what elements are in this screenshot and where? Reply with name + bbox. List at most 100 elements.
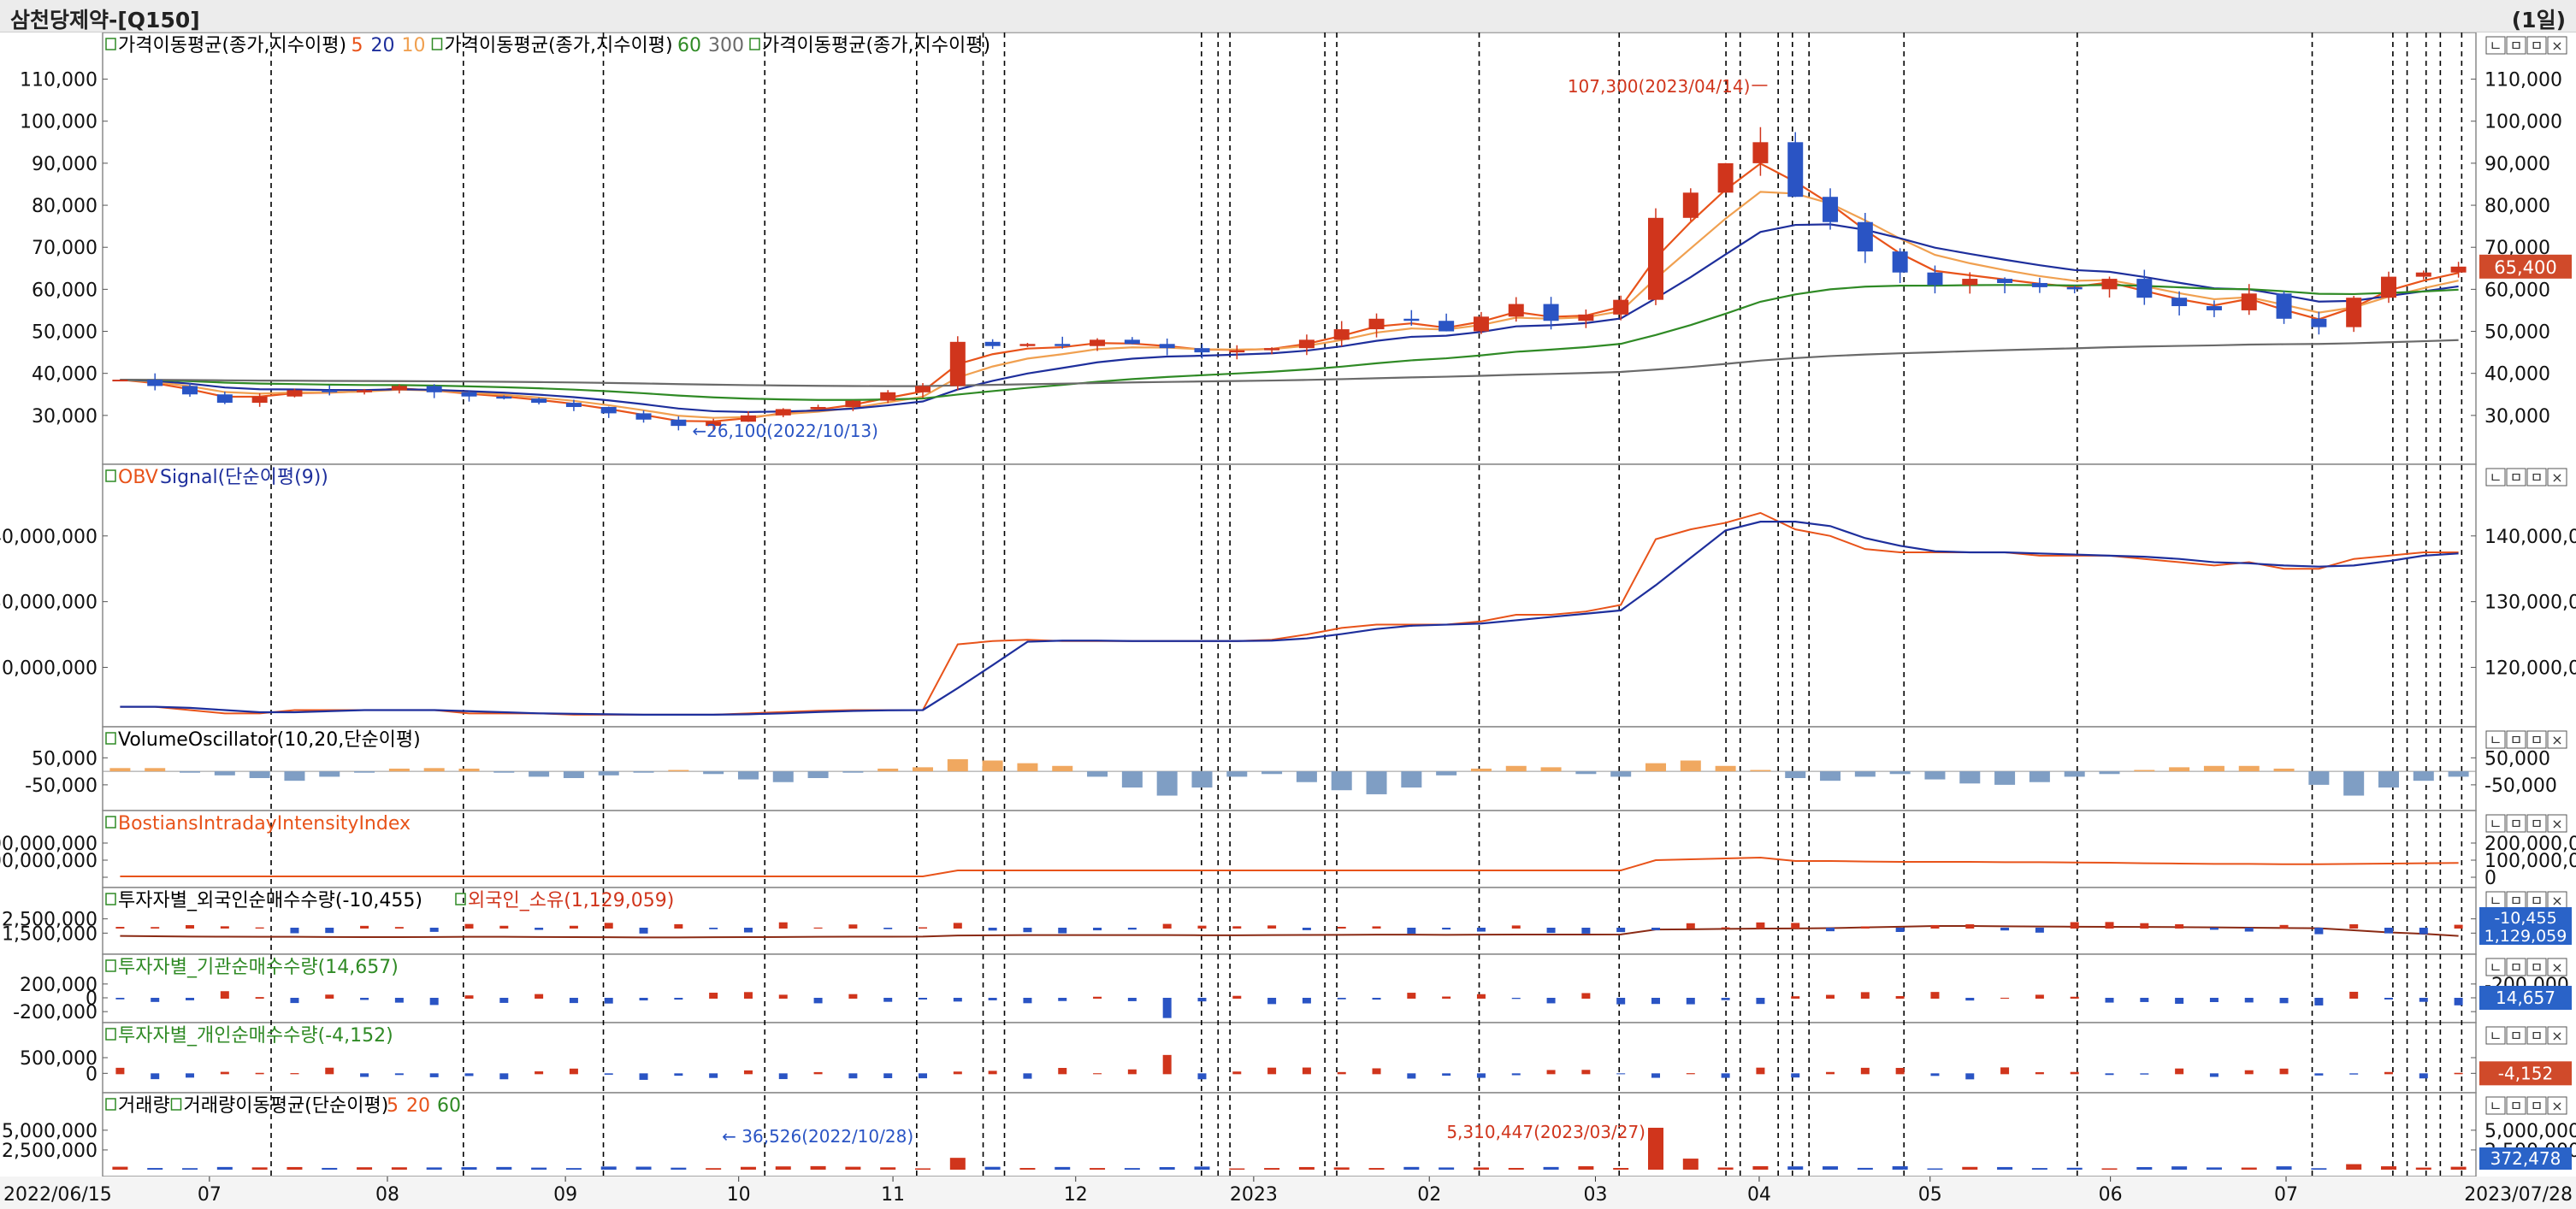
- institution-badge: [2479, 986, 2572, 1010]
- institution-net-bar: [2349, 991, 2359, 999]
- institution-net-bar: [1756, 998, 1765, 1005]
- oscillator-bar: [2203, 765, 2224, 772]
- period-label[interactable]: (1일): [2511, 8, 2566, 32]
- foreign-net-bar: [499, 925, 509, 929]
- foreign-net-bar: [1127, 928, 1137, 930]
- foreign-net-bar: [1791, 923, 1800, 929]
- x-axis-label: 2023: [1230, 1184, 1278, 1206]
- panel-control-button: [2485, 730, 2506, 749]
- candle-body: [1787, 142, 1804, 198]
- foreign-net-bar: [2000, 928, 2010, 931]
- volume-bar: [1055, 1166, 1071, 1170]
- panel-control-button: [2506, 468, 2526, 487]
- oscillator-bar: [2029, 771, 2050, 782]
- volume-bar: [600, 1166, 617, 1170]
- foreign-net-bar: [1058, 928, 1067, 934]
- y-tick-left: 30,000: [32, 406, 97, 428]
- panel-control-label: ×: [2551, 1098, 2562, 1114]
- panel-control-label: ㅁ: [2510, 893, 2523, 909]
- foreign-holding-badge: 1,129,059: [2484, 927, 2567, 946]
- x-axis-label: 09: [553, 1184, 577, 1206]
- institution-net-bar: [883, 998, 893, 1002]
- candle-body: [287, 390, 303, 397]
- panel-control-button: [2485, 1096, 2506, 1115]
- legend-label: 60: [677, 35, 701, 56]
- foreign-net-bar: [1023, 928, 1032, 933]
- foreign-net-bar: [1686, 923, 1695, 929]
- x-axis-label: 04: [1747, 1184, 1771, 1206]
- x-axis-label: 12: [1064, 1184, 1088, 1206]
- individual-net-bar: [2454, 1072, 2463, 1075]
- institution-net-bar: [394, 998, 404, 1003]
- oscillator-bar: [877, 768, 899, 772]
- oscillator-bar: [1575, 771, 1597, 775]
- foreign-net-bar: [2035, 928, 2044, 933]
- oscillator-bar: [703, 771, 724, 775]
- foreign-net-bar: [1546, 928, 1556, 934]
- volume-bar: [1264, 1168, 1280, 1170]
- panel-control-label: ㅁ: [2510, 1028, 2523, 1044]
- y-tick-right: 90,000: [2484, 154, 2550, 175]
- y-tick-left: -50,000: [25, 776, 97, 797]
- foreign-net-bar: [1232, 926, 1242, 929]
- oscillator-bar: [319, 771, 340, 777]
- foreign-net-bar: [709, 928, 718, 929]
- candle-body: [810, 407, 826, 410]
- individual-net-bar: [1267, 1067, 1277, 1075]
- legend-label: 가격이동평균(종가,지수이평): [762, 35, 990, 56]
- legend-label: BostiansIntradayIntensityIndex: [118, 813, 411, 835]
- oscillator-bar: [2099, 771, 2120, 775]
- oscillator-bar: [354, 771, 375, 773]
- legend-label: 가격이동평균(종가,지수이평): [445, 35, 673, 56]
- oscillator-bar: [2273, 768, 2295, 772]
- panel-control-label: ㄴ: [2490, 469, 2502, 486]
- volume-bar: [2346, 1164, 2362, 1170]
- candle-body: [251, 396, 268, 404]
- legend-checkbox: [105, 1098, 116, 1111]
- candle-body: [2066, 286, 2083, 290]
- panel-control-label: ㄴ: [2490, 816, 2502, 832]
- oscillator-bar: [2413, 771, 2434, 781]
- foreign-net-bar: [1302, 928, 1311, 930]
- volume-bar: [322, 1167, 338, 1170]
- panel-control-label: ㅁ: [2510, 816, 2523, 832]
- institution-net-bar: [1616, 998, 1626, 1005]
- oscillator-bar: [1366, 771, 1387, 794]
- legend-checkbox: [170, 1098, 182, 1111]
- legend-label: OBV: [118, 467, 158, 488]
- institution-net-bar: [1965, 998, 1975, 1001]
- foreign-net-bar: [325, 928, 334, 934]
- panel-control-button: [2506, 1096, 2526, 1115]
- panel-control-button: [2547, 468, 2567, 487]
- panel-control-button: [2547, 730, 2567, 749]
- panel-control-label: ×: [2551, 816, 2562, 832]
- candle-body: [984, 341, 1001, 346]
- volume-bar: [1368, 1168, 1385, 1170]
- candle-body: [2276, 293, 2292, 319]
- x-axis-label: 03: [1583, 1184, 1607, 1206]
- institution-net-bar: [1721, 998, 1730, 1000]
- candle-body: [461, 392, 477, 397]
- panel-frame: [102, 810, 2477, 888]
- foreign-net-bar: [1826, 928, 1835, 932]
- candle-body: [1368, 318, 1385, 330]
- candle-body: [1543, 304, 1559, 321]
- candle-body: [147, 380, 163, 386]
- y-tick-left: 200,000: [20, 975, 97, 996]
- y-tick-left: 500,000: [20, 1048, 97, 1070]
- oscillator-bar: [1785, 771, 1806, 778]
- oscillator-bar: [1645, 763, 1666, 772]
- candle-body: [1159, 344, 1175, 349]
- volume-bar: [426, 1167, 442, 1170]
- volume-bar: [1124, 1168, 1140, 1170]
- stock-chart[interactable]: 가격이동평균(종가,지수이평) 5 20 10 가격이동평균(종가,지수이평) 60 300…: [0, 32, 2576, 1209]
- oscillator-bar: [982, 760, 1003, 772]
- legend-checkbox: [105, 893, 116, 905]
- volume-bar: [1090, 1168, 1106, 1170]
- candle-body: [600, 407, 617, 414]
- oscillator-bar: [668, 770, 689, 772]
- panel-control-label: ㅁ: [2510, 732, 2523, 748]
- individual-net-bar: [1860, 1067, 1870, 1075]
- foreign-net-bar: [151, 927, 160, 929]
- y-tick-right: 5,000,000: [2484, 1121, 2576, 1142]
